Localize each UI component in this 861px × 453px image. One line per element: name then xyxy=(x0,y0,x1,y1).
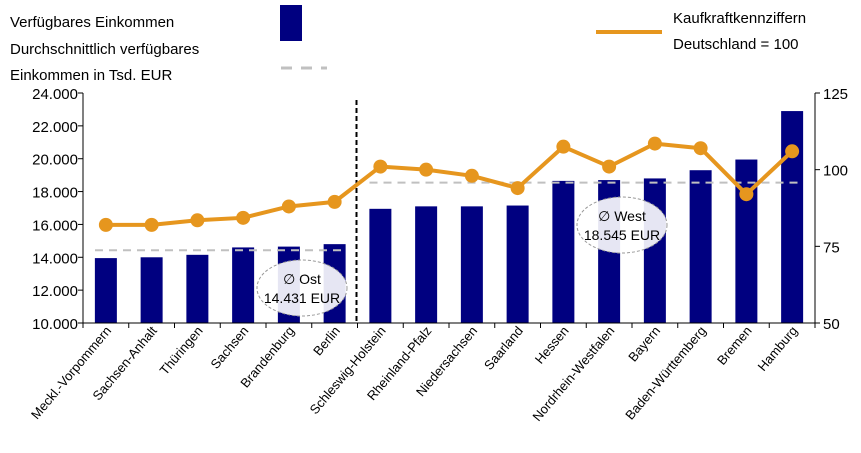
legend-line-label-line2: Deutschland = 100 xyxy=(673,36,799,53)
bar-9 xyxy=(506,205,529,323)
avg-bubble-west xyxy=(576,196,668,254)
y-right-tick-label: 75 xyxy=(823,239,840,256)
x-tick-label: Hamburg xyxy=(755,323,801,374)
line-point-1 xyxy=(144,217,159,232)
y-left-tick-label: 24.000 xyxy=(32,86,78,103)
y-right-tick-label: 100 xyxy=(823,163,848,180)
legend-avg-label-line2: Einkommen in Tsd. EUR xyxy=(10,67,172,84)
line-series xyxy=(105,141,794,227)
avg-bubble-ost-value: 14.431 EUR xyxy=(264,290,340,306)
line-point-3 xyxy=(236,210,251,225)
x-tick-label: Saarland xyxy=(481,323,526,373)
avg-bubble-west-symbol: ∅ West xyxy=(598,208,646,224)
line-point-8 xyxy=(464,168,479,183)
bar-15 xyxy=(781,111,804,323)
line-point-5 xyxy=(327,194,342,209)
x-tick-label: Meckl.-Vorpommern xyxy=(28,323,114,422)
line-point-4 xyxy=(281,199,296,214)
y-left-tick-label: 20.000 xyxy=(32,152,78,169)
x-tick-label: Bremen xyxy=(714,323,755,368)
bar-13 xyxy=(689,170,712,323)
legend-bar-swatch xyxy=(280,5,302,41)
bar-8 xyxy=(460,206,483,323)
y-right-tick-label: 50 xyxy=(823,316,840,333)
bar-3 xyxy=(232,247,255,323)
x-tick-label: Bayern xyxy=(625,323,663,364)
y-left-tick-label: 18.000 xyxy=(32,185,78,202)
avg-bubble-ost xyxy=(256,259,348,317)
line-point-6 xyxy=(373,159,388,174)
line-point-0 xyxy=(98,217,113,232)
x-tick-label: Sachsen xyxy=(207,323,251,371)
line-point-10 xyxy=(556,139,571,154)
bar-7 xyxy=(415,206,438,323)
line-point-12 xyxy=(647,136,662,151)
line-point-9 xyxy=(510,181,525,196)
bar-0 xyxy=(94,258,117,323)
x-tick-label: Berlin xyxy=(310,323,343,358)
x-tick-label: Nordrhein-Westfalen xyxy=(529,323,617,424)
line-point-14 xyxy=(739,187,754,202)
line-point-11 xyxy=(602,159,617,174)
x-tick-label: Thüringen xyxy=(157,323,206,377)
plot-area: 10.000 12.000 14.000 16.000 18.000 20.000 22.0… xyxy=(28,86,848,424)
y-right-tick-label: 125 xyxy=(823,86,848,103)
x-tick-label: Hessen xyxy=(532,323,572,366)
bar-12 xyxy=(643,178,666,323)
legend-bar-label: Verfügbares Einkommen xyxy=(10,14,174,31)
avg-bubble-ost-symbol: ∅ Ost xyxy=(283,271,321,287)
bar-2 xyxy=(186,254,209,323)
line-point-7 xyxy=(419,162,434,177)
legend: Verfügbares Einkommen Durchschnittlich v… xyxy=(10,5,806,84)
bar-14 xyxy=(735,159,758,323)
y-left-tick-label: 12.000 xyxy=(32,283,78,300)
y-left-tick-label: 14.000 xyxy=(32,250,78,267)
bar-6 xyxy=(369,208,392,323)
bar-1 xyxy=(140,257,163,323)
y-left-tick-label: 16.000 xyxy=(32,217,78,234)
y-left-tick-label: 10.000 xyxy=(32,316,78,333)
legend-avg-label-line1: Durchschnittlich verfügbares xyxy=(10,41,199,58)
line-point-15 xyxy=(785,144,800,159)
x-tick-label: Baden-Württemberg xyxy=(622,323,709,422)
y-left-tick-label: 22.000 xyxy=(32,119,78,136)
line-point-13 xyxy=(693,141,708,156)
line-point-2 xyxy=(190,213,205,228)
legend-line-label-line1: Kaufkraftkennziffern xyxy=(673,10,806,27)
avg-bubble-west-value: 18.545 EUR xyxy=(584,227,660,243)
bar-10 xyxy=(552,180,575,323)
